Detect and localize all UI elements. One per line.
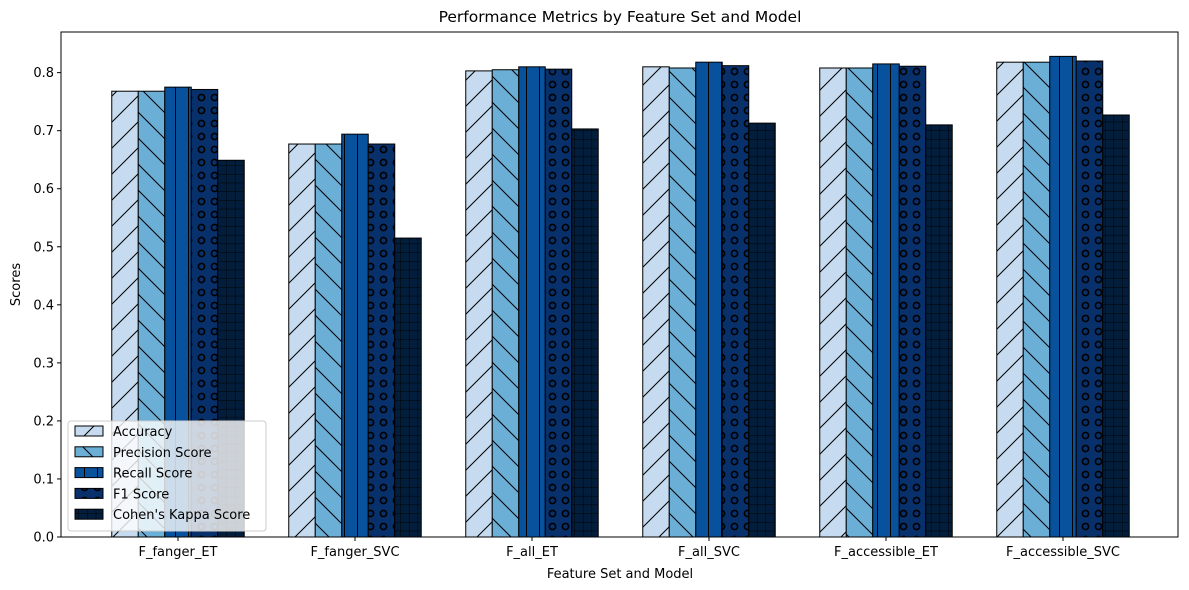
bar-hatch [996,61,1024,538]
bar [518,66,546,538]
y-tick-label: 0.8 [33,66,54,81]
legend-label: Recall Score [113,467,192,482]
bar [1022,61,1051,538]
legend-swatch-hatch [74,425,104,437]
bar [367,143,396,538]
legend-swatch-hatch [74,467,104,479]
bar-hatch [845,67,874,538]
bar [748,122,776,538]
y-tick-label: 0.1 [33,472,54,487]
y-axis: 0.0 0.1 0.2 0.3 0.4 0.5 0.6 0.7 0.8 [33,66,61,546]
bar-hatch [668,67,697,538]
bar-hatch [571,128,599,538]
x-axis: F_fanger_ET F_fanger_SVC F_all_ET F_all_SVC… [138,537,1120,560]
y-tick-label: 0.2 [33,414,54,429]
bar-hatch [1022,61,1051,538]
bar [668,67,697,538]
legend-label: Cohen's Kappa Score [113,508,250,523]
legend: Accuracy Precision Score Recall Score F1 Sc… [67,420,267,532]
bar [1075,60,1104,538]
bar-hatch [1102,114,1130,538]
x-tick-label: F_all_SVC [678,545,740,560]
legend-swatch-hatch [74,508,104,520]
legend-item: Accuracy [74,425,173,440]
bar-hatch [314,143,343,538]
bar [544,68,573,538]
bar-hatch [518,66,546,538]
bar-hatch [1049,55,1077,538]
bar [695,61,723,538]
legend-item: F1 Score [74,487,169,502]
x-axis-title: Feature Set and Model [547,567,693,582]
bar-hatch [695,61,723,538]
legend-swatch-hatch [74,446,104,458]
x-tick-label: F_accessible_ET [834,545,938,560]
bar [288,143,316,538]
bar-hatch [748,122,776,538]
y-tick-label: 0.3 [33,356,54,371]
bar-hatch [394,237,422,538]
chart-title: Performance Metrics by Feature Set and M… [439,8,802,26]
y-tick-label: 0.0 [33,531,54,546]
bar [314,143,343,538]
bar-hatch [367,143,396,538]
bar-hatch [642,66,670,538]
legend-box [67,420,267,532]
legend-label: Precision Score [113,446,212,461]
y-tick-label: 0.7 [33,124,54,139]
bar-hatch [819,67,847,538]
bar [571,128,599,538]
y-tick-label: 0.6 [33,182,54,197]
y-tick-label: 0.5 [33,240,54,255]
legend-item: Recall Score [74,467,192,482]
bar [819,67,847,538]
bar [394,237,422,538]
y-axis-title: Scores [9,263,24,306]
legend-item: Precision Score [74,446,212,461]
bar [642,66,670,538]
legend-label: F1 Score [113,487,169,502]
plot-frame [60,31,1179,538]
bar-hatch [721,65,750,538]
y-tick-label: 0.4 [33,298,54,313]
x-tick-label: F_accessible_SVC [1006,545,1120,560]
bar [898,65,927,538]
bar [341,133,369,538]
bar [925,124,953,538]
bar-hatch [1075,60,1104,538]
bar [872,63,900,538]
x-tick-label: F_fanger_ET [138,545,217,560]
bar [491,69,520,538]
bar [465,70,493,538]
bar [1102,114,1130,538]
bar-hatch [465,70,493,538]
bar [996,61,1024,538]
x-tick-label: F_all_ET [506,545,558,560]
bar-hatch [872,63,900,538]
bar-hatch [898,65,927,538]
legend-swatch-hatch [74,487,104,499]
bar-hatch [925,124,953,538]
bar [721,65,750,538]
bar-hatch [288,143,316,538]
bar-hatch [544,68,573,538]
legend-label: Accuracy [113,425,173,440]
bar-hatch [341,133,369,538]
legend-item: Cohen's Kappa Score [74,508,250,523]
bar [845,67,874,538]
bar [1049,55,1077,538]
bar-hatch [491,69,520,538]
x-tick-label: F_fanger_SVC [310,545,399,560]
